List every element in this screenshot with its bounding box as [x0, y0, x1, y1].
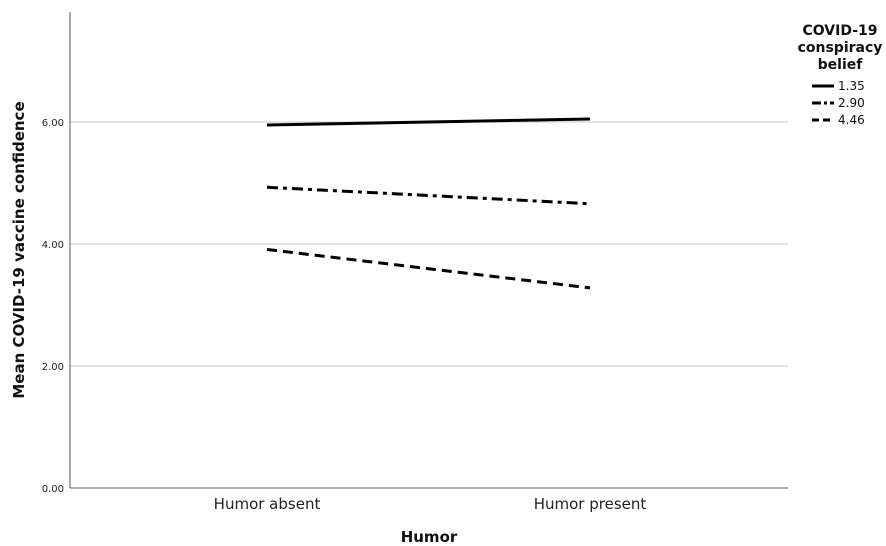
series-lines	[266, 117, 591, 290]
x-tick-labels: Humor absent Humor present	[214, 495, 647, 513]
legend: COVID-19 conspiracy belief 1.35 2.90 4.46	[798, 23, 883, 127]
legend-title-line-3: belief	[818, 57, 864, 73]
series-line-4-46	[266, 248, 591, 290]
legend-title-line-2: conspiracy	[798, 40, 883, 56]
series-line-1-35	[266, 117, 591, 127]
legend-label: 2.90	[838, 96, 865, 110]
legend-label: 1.35	[838, 79, 865, 93]
x-axis-title: Humor	[401, 528, 458, 546]
legend-label: 4.46	[838, 113, 865, 127]
gridlines	[70, 121, 788, 367]
y-tick-label: 2.00	[42, 362, 64, 373]
y-tick-label: 6.00	[42, 118, 64, 129]
y-axis-title: Mean COVID-19 vaccine confidence	[10, 101, 28, 398]
x-tick-label: Humor present	[534, 495, 647, 513]
y-tick-labels: 0.00 2.00 4.00 6.00	[42, 118, 64, 495]
legend-items: 1.35 2.90 4.46	[812, 79, 865, 127]
y-tick-label: 0.00	[42, 484, 64, 495]
x-tick-label: Humor absent	[214, 495, 321, 513]
y-tick-label: 4.00	[42, 240, 64, 251]
series-line-2-90	[266, 185, 591, 206]
legend-title-line-1: COVID-19	[802, 23, 877, 39]
